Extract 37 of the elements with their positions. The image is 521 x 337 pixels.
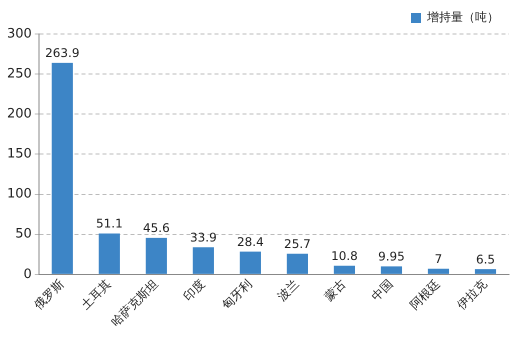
y-tick-label: 50 [15, 226, 32, 242]
data-label: 10.8 [331, 248, 358, 263]
bar [192, 247, 214, 274]
x-tick-label: 阿根廷 [407, 276, 443, 312]
bar [474, 269, 496, 274]
y-tick-label: 100 [6, 186, 32, 202]
y-tick-label: 300 [6, 26, 32, 42]
y-tick-label: 250 [6, 66, 32, 82]
y-tick-label: 200 [6, 106, 32, 122]
x-tick-label: 印度 [180, 276, 208, 304]
bar [52, 62, 73, 274]
y-tick-label: 0 [24, 266, 32, 282]
x-tick-label: 波兰 [274, 276, 302, 304]
data-label: 51.1 [96, 216, 123, 231]
bar [380, 266, 402, 274]
x-tick-label: 蒙古 [322, 276, 349, 304]
x-tick-label: 俄罗斯 [31, 276, 67, 312]
data-label: 263.9 [45, 46, 80, 60]
x-tick-label: 土耳其 [78, 276, 114, 312]
data-label: 45.6 [143, 220, 170, 235]
data-label: 9.95 [378, 250, 405, 264]
x-tick-label: 中国 [368, 276, 396, 304]
bar [98, 233, 120, 274]
data-label: 7 [434, 252, 442, 266]
bar [240, 252, 261, 274]
data-label: 25.7 [284, 236, 311, 251]
data-label: 33.9 [190, 230, 217, 244]
x-tick-label: 伊拉克 [454, 276, 490, 312]
bar [146, 238, 167, 274]
legend-label: 增持量（吨） [426, 10, 499, 24]
bar [286, 254, 308, 274]
y-tick-label: 150 [6, 146, 32, 162]
data-label: 28.4 [237, 234, 264, 249]
bar [428, 268, 450, 274]
data-label: 6.5 [476, 252, 496, 266]
x-tick-label: 匈牙利 [219, 276, 255, 312]
bar [334, 266, 356, 274]
